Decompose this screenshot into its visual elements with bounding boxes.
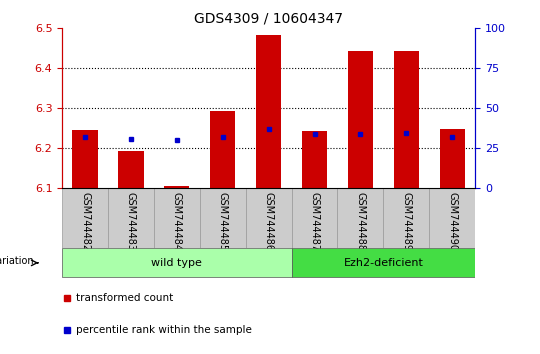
Bar (164, 185, 190, 188)
Bar (440, 129, 465, 188)
Bar (210, 111, 235, 188)
Text: genotype/variation: genotype/variation (0, 256, 34, 266)
Bar (348, 51, 373, 188)
Bar (72, 130, 98, 188)
Bar (246, 188, 292, 248)
Text: transformed count: transformed count (76, 293, 173, 303)
Bar (302, 131, 327, 188)
Text: Ezh2-deficient: Ezh2-deficient (343, 258, 423, 268)
Text: GSM744489: GSM744489 (401, 193, 411, 251)
Bar (200, 188, 246, 248)
Text: percentile rank within the sample: percentile rank within the sample (76, 325, 252, 335)
Bar (154, 188, 200, 248)
Title: GDS4309 / 10604347: GDS4309 / 10604347 (194, 12, 343, 26)
Bar (62, 188, 108, 248)
Bar (338, 188, 383, 248)
Text: GSM744488: GSM744488 (355, 193, 366, 251)
Text: GSM744486: GSM744486 (264, 193, 274, 251)
Bar (429, 188, 475, 248)
Bar (394, 51, 419, 188)
Bar (292, 188, 338, 248)
Text: GSM744482: GSM744482 (80, 193, 90, 252)
Bar (62, 249, 292, 277)
Bar (118, 150, 144, 188)
Text: GSM744483: GSM744483 (126, 193, 136, 251)
Bar (383, 188, 429, 248)
Text: wild type: wild type (151, 258, 202, 268)
Text: GSM744484: GSM744484 (172, 193, 182, 251)
Text: GSM744487: GSM744487 (309, 193, 320, 252)
Bar (292, 249, 475, 277)
Bar (108, 188, 154, 248)
Text: GSM744485: GSM744485 (218, 193, 228, 252)
Text: GSM744490: GSM744490 (447, 193, 457, 251)
Bar (256, 35, 281, 188)
